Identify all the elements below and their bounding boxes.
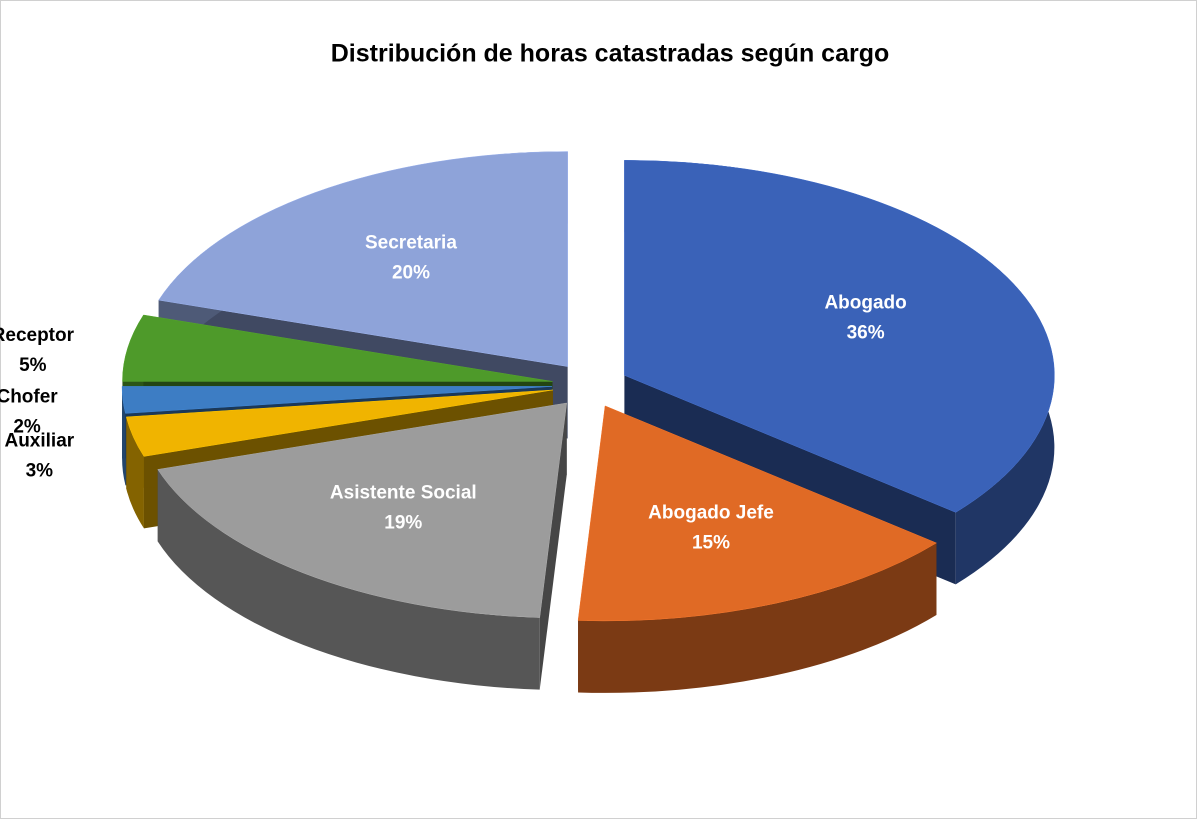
data-label: Abogado Jefe 15%: [648, 502, 774, 553]
data-label: Receptor 5%: [0, 325, 75, 376]
data-label-category: Abogado: [824, 293, 906, 314]
slice: [158, 151, 568, 367]
data-label-value: 5%: [19, 355, 47, 376]
data-label-value: 2%: [13, 417, 41, 438]
data-label-category: Secretaria: [365, 233, 457, 254]
slice: [121, 386, 553, 414]
data-label: Asistente Social 19%: [330, 482, 477, 533]
data-label: Auxiliar 3%: [4, 430, 74, 481]
slice: [157, 402, 567, 618]
data-label-value: 36%: [847, 323, 885, 344]
data-label-category: Chofer: [0, 387, 58, 408]
data-label-category: Receptor: [0, 325, 75, 346]
data-label: Abogado 36%: [824, 293, 906, 344]
slice-outer-wall: [157, 469, 540, 690]
data-label-value: 19%: [384, 512, 422, 533]
slice: [125, 389, 553, 457]
chart-title: Distribución de horas catastradas según …: [331, 40, 890, 68]
slice-outer-wall: [122, 386, 126, 486]
data-label: Chofer 2%: [0, 387, 58, 438]
slice: [624, 160, 1055, 513]
data-label-category: Abogado Jefe: [648, 502, 774, 523]
slice: [122, 314, 553, 382]
data-label-category: Auxiliar: [4, 430, 74, 451]
data-label-value: 3%: [26, 460, 54, 481]
slice-outer-wall: [578, 542, 937, 693]
data-label-value: 20%: [392, 263, 430, 284]
slice-outer-wall: [126, 416, 144, 529]
data-label-category: Asistente Social: [330, 482, 477, 503]
slice: [577, 405, 937, 622]
data-label-value: 15%: [692, 532, 730, 553]
data-label: Secretaria 20%: [365, 233, 457, 284]
